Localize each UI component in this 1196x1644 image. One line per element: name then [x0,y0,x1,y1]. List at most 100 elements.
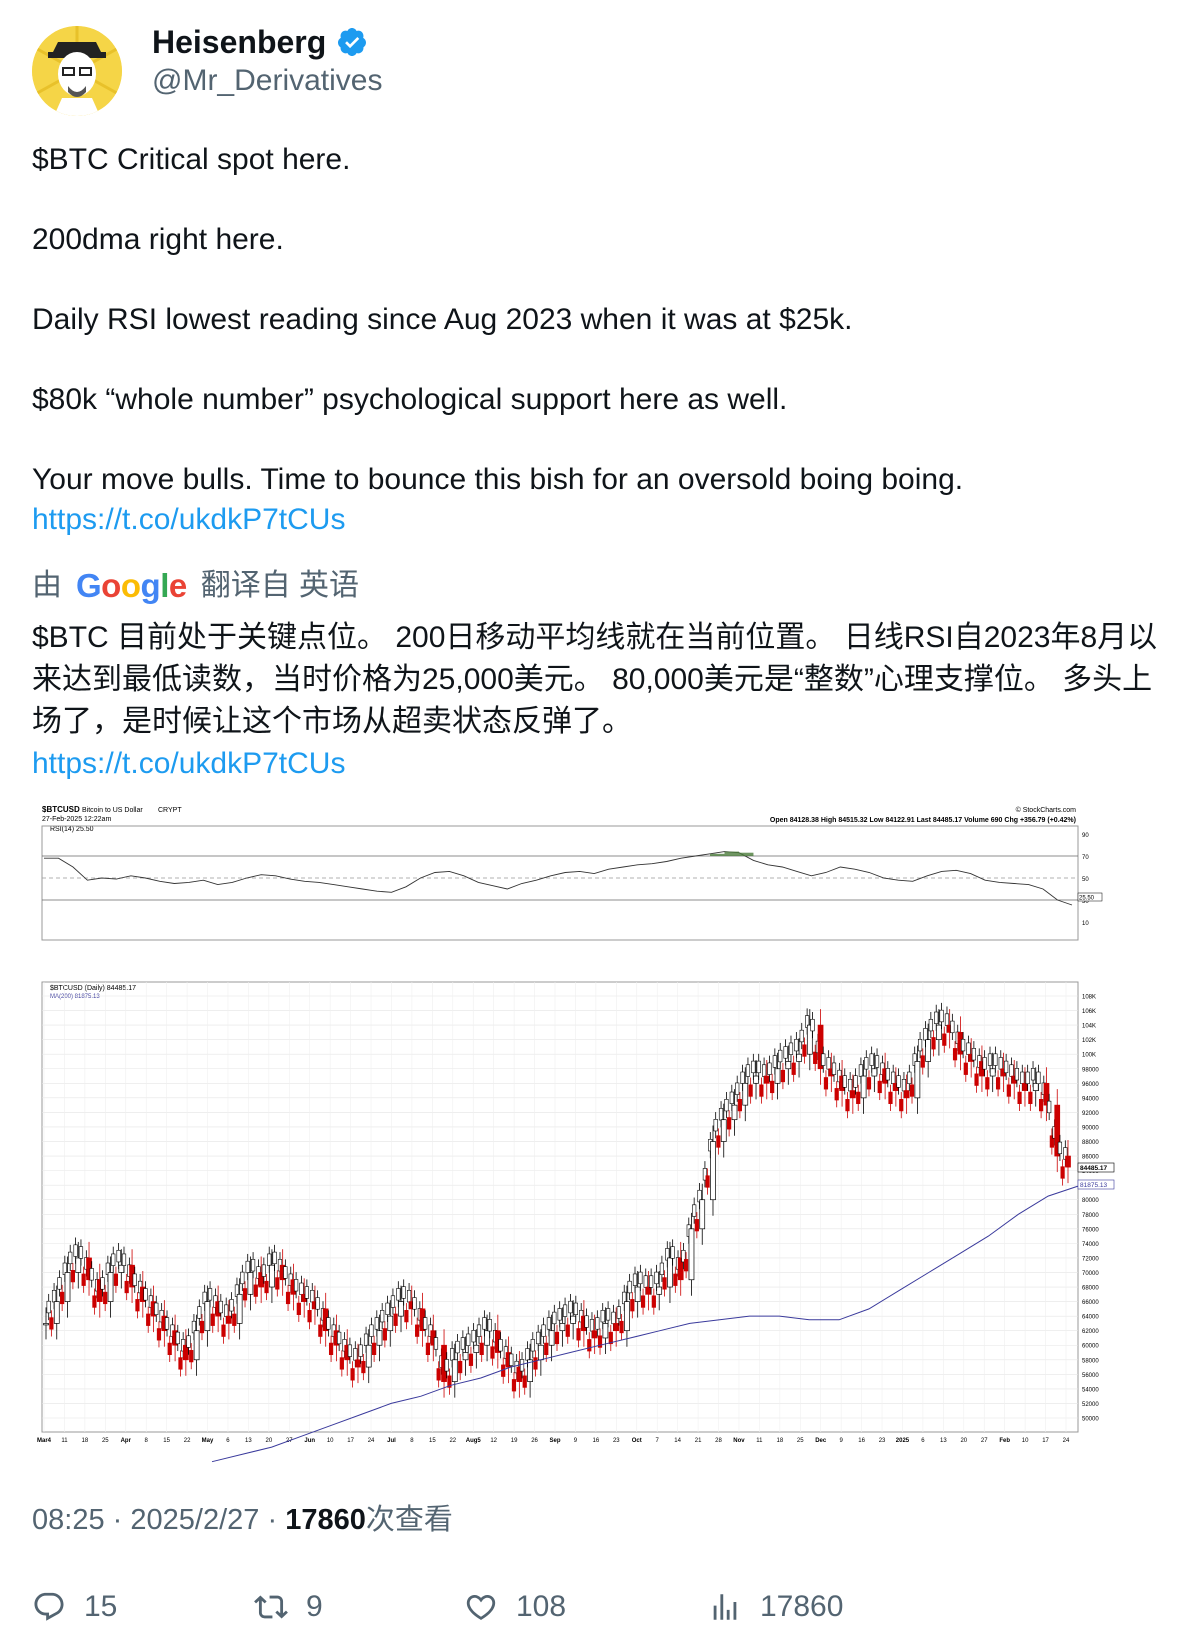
candle-body [245,1260,250,1274]
rsi-label: RSI(14) 25.50 [50,826,94,833]
candle-body [380,1310,385,1323]
x-tick-label: 24 [1063,1438,1070,1444]
price-tick-label: 66000 [1082,1300,1099,1306]
x-tick-label: Dec [815,1438,827,1444]
candle-body [568,1300,573,1314]
candle-body [901,1079,907,1092]
candle-body [1065,1155,1071,1168]
candle-body [476,1324,482,1337]
retweet-count: 9 [306,1590,323,1623]
candle-body [57,1277,62,1290]
candle-body [1039,1099,1044,1112]
candle-body [113,1273,119,1286]
candle-body [382,1328,387,1341]
price-tick-label: 104K [1082,1024,1096,1030]
candle-body [111,1253,116,1266]
candle-body [923,1028,928,1041]
candle-body [124,1280,129,1294]
candle-body [253,1284,258,1297]
candle-body [939,1009,944,1023]
candle-body [283,1266,288,1279]
chart-source: © StockCharts.com [1016,806,1077,814]
candle-body [269,1264,275,1288]
candle-body [759,1084,764,1097]
tweet-link[interactable]: https://t.co/ukdkP7tCUs [32,503,346,536]
candle-body [376,1330,383,1346]
translated-link[interactable]: https://t.co/ukdkP7tCUs [32,747,346,780]
candle-body [199,1320,205,1334]
candle-body [525,1348,530,1361]
candle-body [659,1262,664,1275]
svg-text:84485.17: 84485.17 [1080,1165,1107,1172]
candle-body [745,1064,751,1077]
candle-body [602,1323,609,1339]
candle-body [774,1068,781,1084]
rsi-overbought-fill [724,851,739,856]
like-button[interactable]: 108 [464,1590,566,1624]
candle-body [1004,1060,1009,1074]
rsi-panel [41,825,1079,941]
candle-body [484,1330,490,1346]
candle-body [584,1315,589,1328]
ma200-line [211,1185,1079,1463]
candle-body [928,1018,933,1032]
price-tick-label: 58000 [1082,1358,1099,1364]
candle-body [600,1310,605,1323]
candle-body [444,1359,449,1372]
translation-attribution[interactable]: 由 Google 翻译自 英语 [32,566,359,606]
candle-body [731,1104,738,1121]
candle-body [624,1301,630,1332]
retweet-button[interactable]: 9 [254,1590,323,1624]
candle-body [447,1375,452,1388]
handle[interactable]: @Mr_Derivatives [152,64,383,97]
chart-image[interactable]: $BTCUSD Bitcoin to US Dollar CRYPT 27-Fe… [32,800,1164,1470]
candle-body [788,1042,794,1055]
candle-body [654,1271,659,1285]
candle-body [570,1315,576,1324]
x-tick-label: 19 [511,1438,518,1444]
rsi-value-tag: 25.50 [1077,892,1103,902]
candle-body [261,1264,266,1277]
candle-body [799,1029,804,1043]
x-tick-label: 16 [593,1438,600,1444]
reply-button[interactable]: 15 [32,1590,117,1624]
views-button[interactable]: 17860 [708,1590,843,1624]
candle-body [974,1073,979,1086]
price-tick-label: 50000 [1082,1417,1099,1423]
tweet-date[interactable]: 2025/2/27 [130,1504,260,1536]
candle-body [806,1024,813,1055]
x-tick-label: May [202,1438,214,1444]
x-tick-label: 28 [715,1438,722,1444]
candle-body [1028,1091,1033,1104]
price-tick-label: 56000 [1082,1373,1099,1379]
price-tick-label: 72000 [1082,1256,1099,1262]
avatar[interactable] [32,26,122,116]
view-count: 17860 [285,1504,366,1536]
candle-body [562,1304,568,1317]
price-label: $BTCUSD (Daily) 84485.17 [50,985,136,992]
rsi-tick-label: 10 [1082,921,1089,927]
candle-body [60,1291,65,1305]
candle-body [595,1317,600,1330]
tweet-time[interactable]: 08:25 [32,1504,105,1536]
candle-body [942,1033,947,1046]
candle-body [363,1333,369,1346]
candle-body [548,1330,555,1346]
candle-body [358,1344,363,1357]
display-name-text[interactable]: Heisenberg [152,24,327,60]
candle-body [552,1311,557,1325]
price-tick-label: 70000 [1082,1271,1099,1277]
candle-body [848,1079,853,1092]
candle-body [68,1251,73,1265]
chart-symbol-name: Bitcoin to US Dollar [82,807,143,814]
display-name[interactable]: Heisenberg [152,22,368,62]
price-tick-label: 74000 [1082,1242,1099,1248]
candle-body [630,1299,635,1312]
candle-body [121,1253,127,1266]
candle-body [611,1311,616,1325]
candle-body [748,1084,753,1097]
candle-body [810,1018,815,1032]
candle-body [982,1057,987,1070]
price-tick-label: 62000 [1082,1329,1099,1335]
candle-body [473,1344,480,1353]
